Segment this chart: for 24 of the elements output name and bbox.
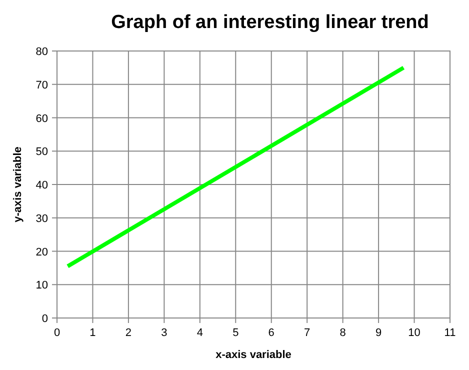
x-tick-label: 8 (340, 327, 346, 339)
y-tick-label: 0 (42, 313, 48, 325)
y-tick-label: 40 (36, 180, 48, 192)
y-axis-title: y-axis variable (12, 146, 24, 222)
x-tick-label: 0 (54, 327, 60, 339)
x-tick-label: 5 (232, 327, 239, 339)
y-tick-label: 30 (36, 212, 48, 225)
y-tick-label: 80 (36, 46, 48, 58)
x-tick-label: 3 (161, 327, 168, 339)
y-tick-label: 50 (36, 146, 48, 158)
x-tick-label: 11 (444, 327, 456, 339)
x-tick-label: 9 (375, 327, 382, 339)
y-tick-label: 60 (36, 112, 48, 125)
x-axis-title: x-axis variable (216, 349, 292, 361)
x-tick-label: 6 (268, 327, 274, 339)
x-tick-label: 1 (90, 327, 96, 339)
y-tick-label: 70 (36, 79, 48, 92)
y-tick-label: 10 (36, 280, 48, 292)
y-tick-label: 20 (36, 246, 48, 258)
x-tick-label: 7 (304, 327, 310, 339)
x-tick-label: 2 (125, 327, 132, 339)
chart-title: Graph of an interesting linear trend (111, 12, 429, 33)
x-tick-label: 4 (196, 327, 203, 339)
x-tick-label: 10 (408, 327, 420, 339)
